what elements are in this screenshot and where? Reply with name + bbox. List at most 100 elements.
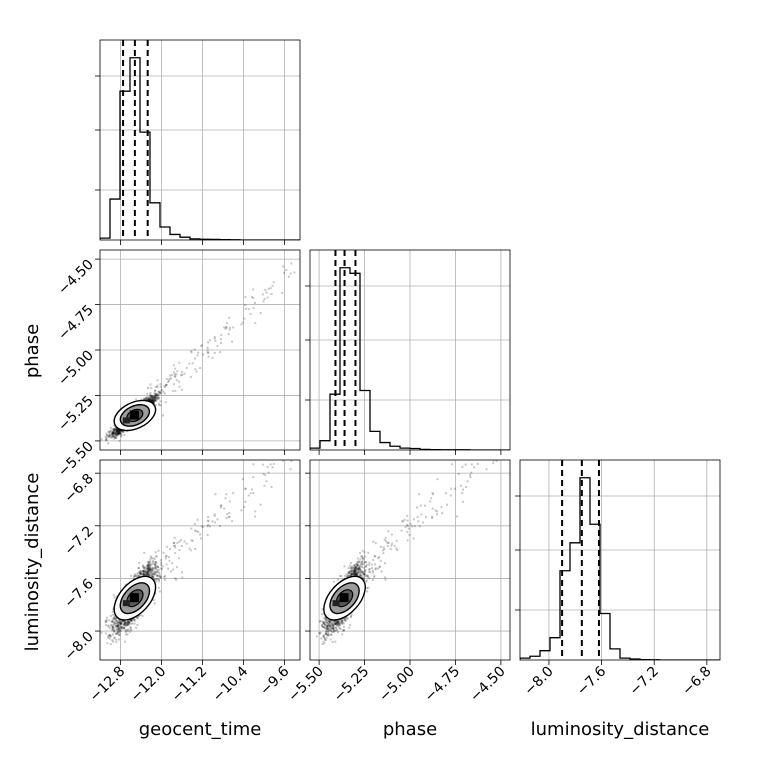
sample-point — [113, 617, 116, 620]
sample-point — [116, 625, 119, 628]
sample-point — [125, 624, 128, 627]
sample-point — [244, 303, 247, 306]
sample-point — [153, 399, 156, 402]
sample-point — [111, 620, 114, 623]
sample-point — [214, 339, 217, 342]
sample-point — [108, 634, 111, 637]
sample-point — [160, 389, 163, 392]
sample-point — [116, 427, 119, 430]
sample-point — [142, 573, 145, 576]
sample-point — [150, 399, 153, 402]
sample-point — [148, 564, 151, 567]
sample-point — [125, 628, 128, 631]
sample-point — [133, 618, 136, 621]
sample-point — [171, 374, 174, 377]
y-tick-label: −5.00 — [55, 348, 97, 390]
sample-point — [118, 430, 121, 433]
sample-point — [145, 573, 148, 576]
sample-point — [149, 392, 152, 395]
panel-content — [100, 460, 300, 660]
sample-point — [146, 398, 149, 401]
sample-point — [193, 348, 196, 351]
sample-point — [147, 396, 150, 399]
sample-point — [113, 618, 116, 621]
sample-point — [122, 431, 125, 434]
sample-point — [117, 624, 120, 627]
sample-point — [121, 627, 124, 630]
sample-point — [124, 629, 127, 632]
sample-point — [151, 399, 154, 402]
sample-point — [151, 568, 154, 571]
sample-point — [116, 428, 119, 431]
sample-point — [154, 385, 157, 388]
sample-point — [145, 397, 148, 400]
sample-point — [147, 566, 150, 569]
sample-point — [154, 555, 157, 558]
sample-point — [154, 565, 157, 568]
sample-point — [115, 624, 118, 627]
sample-point — [129, 626, 132, 629]
sample-point — [126, 633, 129, 636]
sample-point — [151, 561, 154, 564]
sample-point — [156, 397, 159, 400]
sample-point — [113, 596, 116, 599]
sample-point — [112, 431, 115, 434]
sample-point — [117, 630, 120, 633]
sample-point — [115, 619, 118, 622]
sample-point — [113, 432, 116, 435]
sample-point — [202, 353, 205, 356]
sample-point — [154, 403, 157, 406]
sample-point — [108, 435, 111, 438]
sample-point — [143, 570, 146, 573]
sample-point — [113, 429, 116, 432]
sample-point — [149, 400, 152, 403]
y-tick-label: −4.75 — [55, 302, 97, 344]
sample-point — [144, 397, 147, 400]
sample-point — [122, 429, 125, 432]
sample-point — [143, 573, 146, 576]
sample-point — [113, 636, 116, 639]
sample-point — [152, 396, 155, 399]
sample-point — [163, 384, 166, 387]
sample-point — [159, 400, 162, 403]
sample-point — [109, 643, 112, 646]
sample-point — [225, 326, 228, 329]
sample-point — [143, 551, 146, 554]
sample-point — [149, 398, 152, 401]
sample-point — [147, 565, 150, 568]
sample-point — [105, 438, 108, 441]
sample-point — [135, 398, 138, 401]
sample-point — [155, 399, 158, 402]
panel-geocent_time-vs-phase: −5.50−5.25−5.00−4.75−4.50 — [55, 249, 301, 480]
sample-point — [154, 551, 157, 554]
sample-point — [123, 621, 126, 624]
sample-point — [110, 433, 113, 436]
sample-point — [164, 384, 167, 387]
sample-point — [150, 570, 153, 573]
sample-point — [100, 631, 103, 634]
sample-point — [228, 326, 231, 329]
sample-point — [155, 395, 158, 398]
sample-point — [143, 569, 146, 572]
sample-point — [130, 622, 133, 625]
sample-point — [155, 561, 158, 564]
sample-point — [127, 623, 130, 626]
sample-point — [154, 397, 157, 400]
sample-point — [120, 621, 123, 624]
sample-point — [115, 430, 118, 433]
sample-point — [263, 297, 266, 300]
sample-point — [151, 394, 154, 397]
sample-point — [115, 432, 118, 435]
sample-point — [117, 432, 120, 435]
sample-point — [151, 399, 154, 402]
sample-point — [159, 404, 162, 407]
sample-point — [117, 625, 120, 628]
sample-point — [116, 430, 119, 433]
sample-point — [114, 435, 117, 438]
sample-point — [146, 574, 149, 577]
sample-point — [151, 572, 154, 575]
sample-point — [181, 373, 184, 376]
sample-point — [124, 624, 127, 627]
sample-point — [150, 399, 153, 402]
sample-point — [261, 293, 264, 296]
